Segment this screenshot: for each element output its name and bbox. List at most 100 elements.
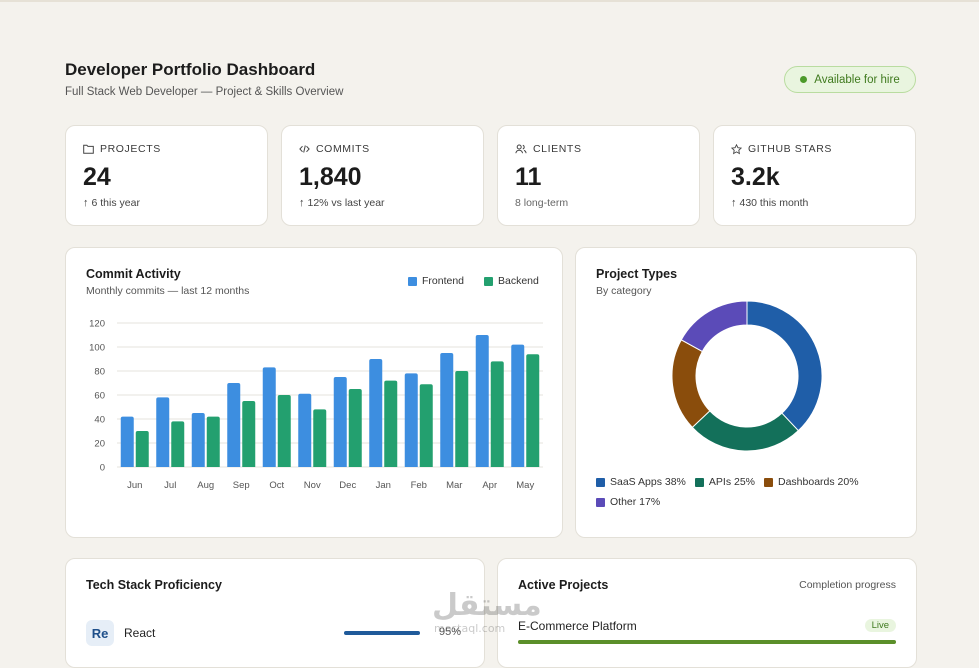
legend-label: Dashboards 20% — [778, 476, 859, 488]
bar-backend-oct[interactable] — [277, 395, 291, 467]
y-tick-label: 100 — [89, 343, 105, 354]
panel-subtitle: By category — [596, 285, 652, 297]
arrow-up-icon: ↑ — [299, 197, 305, 209]
proficiency-bar — [344, 631, 420, 635]
hire-status-badge[interactable]: Available for hire — [784, 66, 916, 93]
bar-backend-mar[interactable] — [455, 371, 469, 467]
stat-note-text: 6 this year — [91, 197, 140, 209]
tech-name: React — [124, 626, 156, 640]
legend-row: SaaS Apps 38% APIs 25% Dashboards 20% — [596, 476, 896, 488]
bar-frontend-mar[interactable] — [440, 353, 454, 467]
stat-note-text: 8 long-term — [515, 197, 569, 209]
project-name[interactable]: E-Commerce Platform — [518, 619, 637, 633]
y-tick-label: 40 — [94, 415, 105, 426]
legend-item-apis[interactable]: APIs 25% — [694, 476, 755, 488]
donut-slice-apis[interactable] — [691, 410, 800, 452]
x-tick-label: Mar — [446, 480, 462, 491]
bar-backend-dec[interactable] — [348, 389, 362, 467]
panel-title: Active Projects — [518, 578, 609, 592]
react-logo-icon: Re — [86, 620, 114, 646]
bar-frontend-sep[interactable] — [227, 383, 241, 467]
stat-value: 11 — [515, 163, 542, 191]
bar-frontend-jul[interactable] — [156, 397, 170, 467]
tech-stack-panel: Tech Stack Proficiency Re React 95% — [65, 558, 485, 668]
y-tick-label: 80 — [94, 367, 105, 378]
stat-card-projects[interactable]: PROJECTS 24 ↑ 6 this year — [65, 125, 268, 226]
bar-backend-may[interactable] — [526, 354, 540, 467]
active-projects-panel: Active Projects Completion progress E-Co… — [497, 558, 917, 668]
bar-frontend-aug[interactable] — [191, 413, 205, 467]
status-badge: Live — [864, 619, 896, 632]
legend-label: Other 17% — [610, 496, 661, 508]
commit-activity-panel: Commit Activity Monthly commits — last 1… — [65, 247, 563, 538]
stat-value: 3.2k — [731, 163, 780, 191]
stat-note: 8 long-term — [515, 197, 568, 209]
bar-backend-nov[interactable] — [313, 409, 327, 467]
x-tick-label: Jul — [164, 480, 176, 491]
project-progress-track — [518, 640, 896, 644]
legend-frontend[interactable]: Frontend — [408, 275, 464, 287]
proficiency-percent: 95% — [439, 626, 462, 638]
stat-note-text: 430 this month — [739, 197, 809, 209]
stat-label: COMMITS — [316, 143, 370, 155]
bar-backend-jun[interactable] — [135, 431, 149, 467]
x-tick-label: Oct — [269, 480, 284, 491]
legend-swatch — [596, 497, 605, 507]
stat-card-clients[interactable]: CLIENTS 11 8 long-term — [497, 125, 700, 226]
legend-swatch — [484, 276, 493, 286]
tech-row-react[interactable]: Re React 95% — [86, 620, 466, 646]
bar-frontend-jan[interactable] — [369, 359, 383, 467]
x-tick-label: Jun — [127, 480, 142, 491]
bar-frontend-apr[interactable] — [475, 335, 489, 467]
stat-note: ↑ 12% vs last year — [299, 197, 385, 209]
bar-backend-feb[interactable] — [419, 384, 433, 467]
bar-frontend-nov[interactable] — [298, 393, 312, 467]
donut-slice-saas[interactable] — [746, 300, 823, 432]
panel-subtitle: Monthly commits — last 12 months — [86, 285, 250, 297]
legend-item-dashboards[interactable]: Dashboards 20% — [764, 476, 859, 488]
x-tick-label: May — [516, 480, 534, 491]
legend-item-saas[interactable]: SaaS Apps 38% — [596, 476, 686, 488]
bar-frontend-dec[interactable] — [333, 377, 347, 467]
legend-label: Frontend — [422, 275, 465, 287]
legend-swatch — [764, 477, 773, 487]
y-tick-label: 60 — [94, 391, 105, 402]
y-tick-label: 20 — [94, 439, 105, 450]
donut-slice-dashboards[interactable] — [671, 339, 711, 429]
x-tick-label: Apr — [482, 480, 497, 491]
legend-backend[interactable]: Backend — [484, 275, 539, 287]
commit-bar-chart: 0 20 40 60 80 100 120 Jun Jul Aug Sep Oct Nov Dec Jan F… — [89, 319, 543, 491]
y-tick-label: 120 — [89, 319, 105, 330]
legend-label: SaaS Apps 38% — [610, 476, 686, 488]
arrow-up-icon: ↑ — [83, 197, 89, 209]
bar-backend-jul[interactable] — [171, 421, 185, 467]
stat-label-row: CLIENTS — [515, 143, 582, 155]
stat-note: ↑ 6 this year — [83, 197, 140, 209]
legend-swatch — [694, 477, 704, 487]
bar-frontend-oct[interactable] — [262, 367, 276, 467]
stat-label-row: COMMITS — [299, 143, 370, 155]
hire-status-label: Available for hire — [814, 73, 900, 86]
panel-title: Project Types — [596, 267, 678, 281]
stat-card-github-stars[interactable]: GITHUB STARS 3.2k ↑ 430 this month — [713, 125, 916, 226]
bar-backend-apr[interactable] — [490, 361, 504, 467]
legend-item-other[interactable]: Other 17% — [596, 496, 660, 508]
stat-note: ↑ 430 this month — [731, 197, 808, 209]
x-tick-label: Feb — [411, 480, 427, 491]
stat-label-row: GITHUB STARS — [731, 143, 832, 155]
bar-frontend-feb[interactable] — [404, 373, 418, 467]
arrow-up-icon: ↑ — [731, 197, 737, 209]
project-progress-fill — [518, 640, 896, 644]
bar-frontend-may[interactable] — [511, 344, 525, 467]
bar-backend-sep[interactable] — [242, 401, 256, 467]
project-types-donut — [671, 300, 823, 452]
y-tick-label: 0 — [100, 463, 105, 474]
stat-label: PROJECTS — [100, 143, 161, 155]
bar-backend-aug[interactable] — [206, 416, 220, 467]
x-tick-label: Aug — [197, 480, 214, 491]
donut-slice-other[interactable] — [680, 300, 748, 353]
bar-backend-jan[interactable] — [384, 380, 398, 467]
bar-frontend-jun[interactable] — [120, 416, 134, 467]
legend-label: APIs 25% — [708, 476, 755, 488]
stat-card-commits[interactable]: COMMITS 1,840 ↑ 12% vs last year — [281, 125, 484, 226]
